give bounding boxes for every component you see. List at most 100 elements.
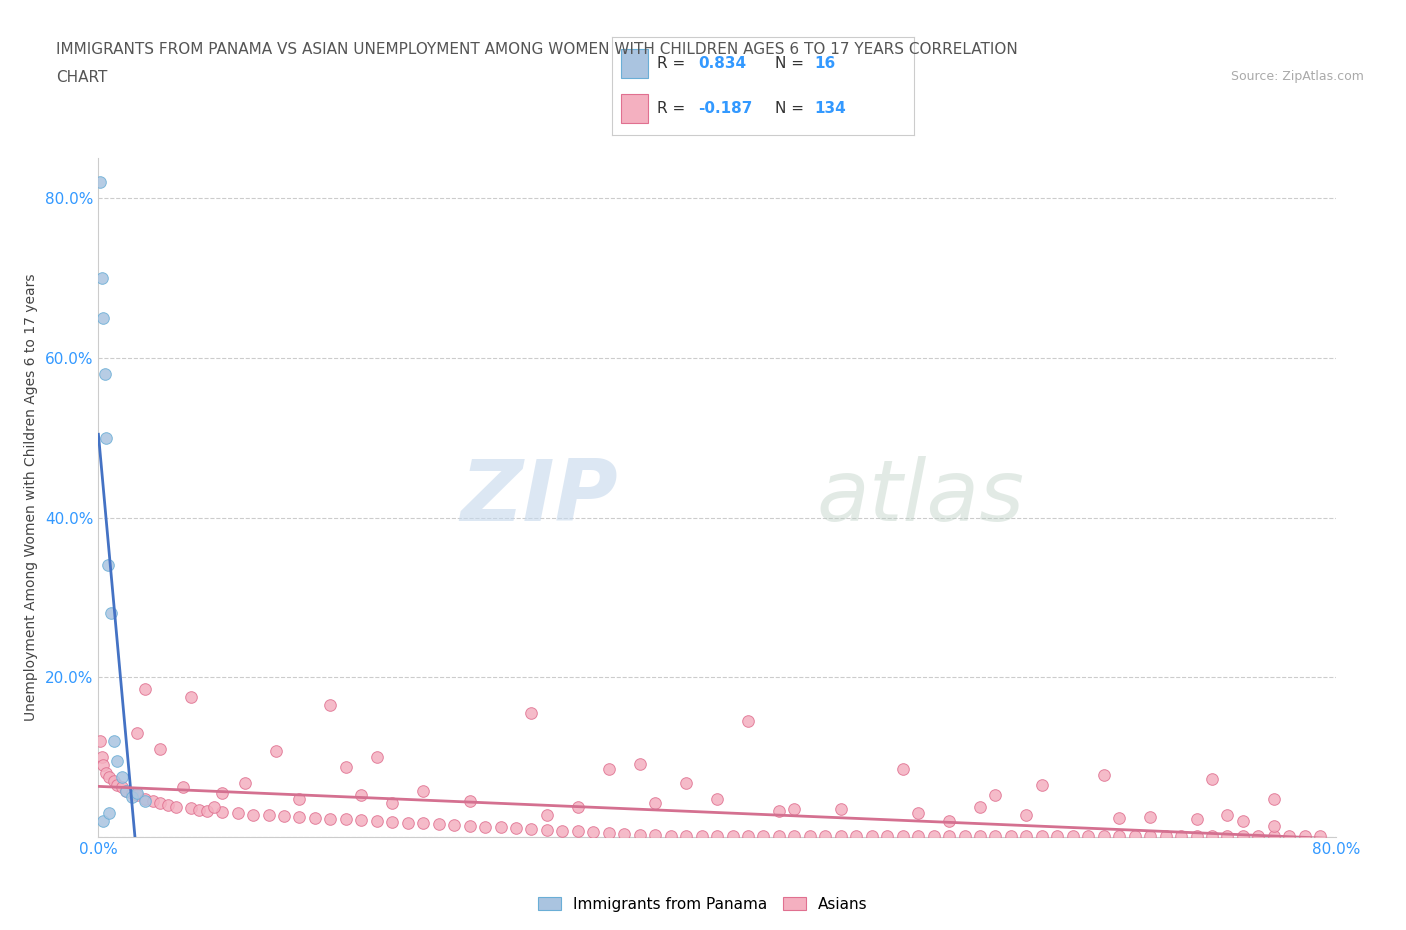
Point: [443, 817, 465, 832]
Point: [1015, 807, 1038, 822]
Point: [582, 825, 605, 840]
Point: [412, 816, 434, 830]
Point: [381, 796, 404, 811]
Point: [1216, 829, 1239, 844]
Point: [121, 786, 143, 801]
Point: [1201, 772, 1223, 787]
Text: R =: R =: [657, 101, 690, 116]
Point: [938, 829, 960, 844]
Point: [211, 804, 233, 819]
Point: [96, 431, 118, 445]
Point: [366, 814, 388, 829]
Point: [350, 788, 373, 803]
Point: [891, 762, 914, 777]
Point: [91, 311, 114, 325]
Point: [134, 791, 156, 806]
Point: [752, 829, 775, 844]
Point: [89, 734, 111, 749]
Point: [783, 802, 806, 817]
Point: [98, 770, 121, 785]
Point: [96, 765, 118, 780]
Point: [1185, 829, 1208, 844]
Point: [111, 780, 132, 795]
Point: [1232, 814, 1254, 829]
Text: CHART: CHART: [56, 70, 108, 85]
Point: [335, 759, 357, 774]
Text: 0.834: 0.834: [697, 56, 747, 71]
Y-axis label: Unemployment Among Women with Children Ages 6 to 17 years: Unemployment Among Women with Children A…: [24, 273, 38, 722]
Point: [613, 827, 636, 842]
Point: [149, 742, 172, 757]
Point: [1263, 818, 1285, 833]
Point: [89, 175, 111, 190]
Point: [845, 829, 868, 844]
Point: [938, 814, 960, 829]
Point: [91, 758, 114, 773]
Point: [737, 713, 759, 728]
Point: [814, 829, 837, 844]
Point: [141, 793, 165, 808]
Point: [93, 366, 115, 381]
Point: [188, 803, 211, 817]
Point: [195, 804, 218, 818]
Point: [830, 829, 852, 844]
Point: [1123, 829, 1146, 844]
Bar: [620, 49, 648, 78]
Point: [922, 829, 945, 844]
Point: [520, 706, 543, 721]
Point: [489, 820, 512, 835]
Point: [100, 606, 122, 621]
Point: [103, 774, 125, 789]
Point: [233, 776, 257, 790]
Point: [1015, 829, 1038, 844]
Point: [520, 821, 543, 836]
Point: [1201, 829, 1223, 844]
Text: R =: R =: [657, 56, 690, 71]
Point: [1309, 829, 1331, 844]
Point: [675, 829, 697, 844]
Point: [1092, 829, 1115, 844]
Point: [1031, 777, 1053, 792]
Point: [90, 271, 112, 286]
Point: [1232, 829, 1254, 844]
Point: [860, 829, 883, 844]
Point: [706, 829, 728, 844]
Point: [567, 824, 589, 839]
Point: [628, 827, 651, 842]
Point: [127, 786, 149, 801]
Point: [1062, 829, 1084, 844]
Point: [288, 810, 311, 825]
Text: 16: 16: [814, 56, 835, 71]
Point: [1216, 807, 1239, 822]
Point: [273, 809, 295, 824]
Point: [969, 829, 991, 844]
Point: [1031, 829, 1053, 844]
Point: [907, 829, 929, 844]
Point: [1294, 829, 1316, 844]
Point: [211, 786, 233, 801]
Point: [628, 756, 651, 771]
Point: [783, 829, 806, 844]
Point: [1263, 791, 1285, 806]
Point: [984, 829, 1007, 844]
Text: IMMIGRANTS FROM PANAMA VS ASIAN UNEMPLOYMENT AMONG WOMEN WITH CHILDREN AGES 6 TO: IMMIGRANTS FROM PANAMA VS ASIAN UNEMPLOY…: [56, 42, 1018, 57]
Point: [876, 829, 898, 844]
Point: [458, 818, 481, 833]
Point: [891, 829, 914, 844]
Point: [675, 776, 697, 790]
Point: [90, 750, 112, 764]
Point: [427, 817, 450, 831]
Point: [1108, 810, 1130, 825]
Point: [907, 805, 929, 820]
Point: [737, 829, 759, 844]
Point: [659, 829, 682, 844]
Text: -0.187: -0.187: [697, 101, 752, 116]
Point: [1263, 829, 1285, 844]
Point: [1077, 829, 1099, 844]
Point: [157, 798, 180, 813]
Point: [505, 821, 527, 836]
Point: [1046, 829, 1069, 844]
Point: [264, 743, 288, 758]
Point: [149, 796, 172, 811]
Text: 134: 134: [814, 101, 846, 116]
